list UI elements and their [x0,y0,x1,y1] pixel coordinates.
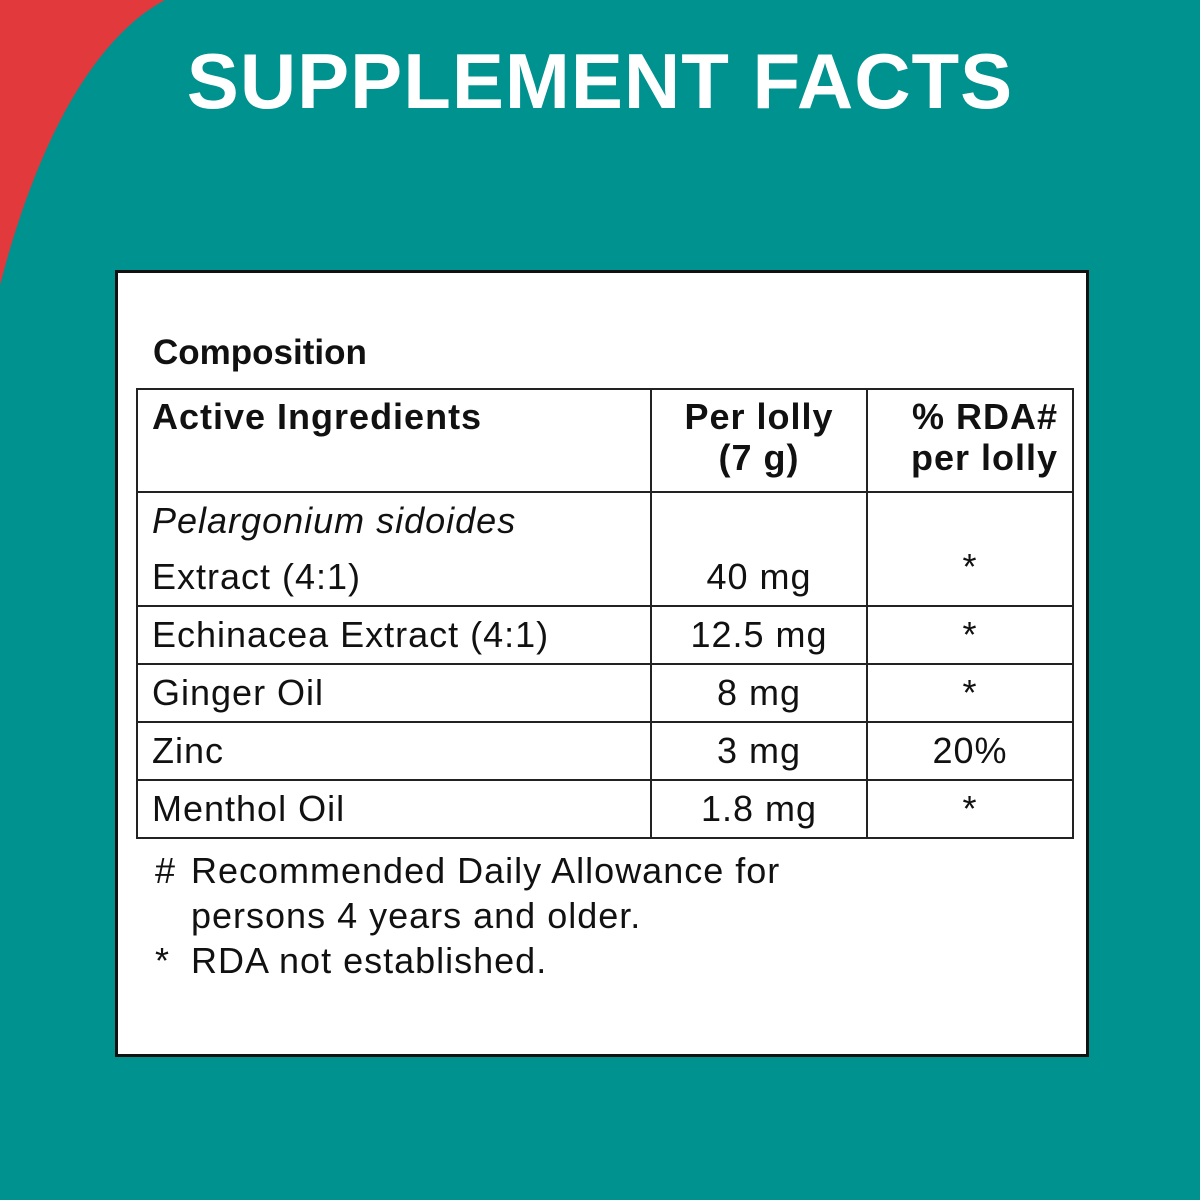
rda: * [866,605,1074,665]
title: SUPPLEMENT FACTS [186,37,1014,125]
row: Zinc 3 mg 20% [136,721,1074,781]
footnote: * RDA not established. [155,938,895,983]
cell: Pelargonium sidoides Extract (4:1) [136,491,652,607]
footnote-text: RDA not established. [191,940,548,981]
row: Echinacea Extract (4:1) 12.5 mg * [136,605,1074,665]
ingredient: Ginger Oil [136,663,652,723]
footnote-symbol: * [155,940,171,981]
rda: * [962,546,978,587]
latin-name: Pelargonium sidoides [152,500,517,541]
header-text: Active Ingredients [152,396,483,437]
header-cell: Per lolly (7 g) [650,388,868,493]
amount: 12.5 mg [650,605,868,665]
footnote: # Recommended Daily Allowance for persons… [155,848,895,938]
heading: Composition [153,333,367,372]
footnote-symbol: # [155,850,177,891]
ingredient: Extract (4:1) [152,556,362,597]
ingredient: Zinc [136,721,652,781]
composition-table: Active Ingredients Per lolly (7 g) % RDA#… [136,388,1074,839]
footnote-text: Recommended Daily Allowance for persons … [191,850,781,936]
header-text: Per lolly [684,396,834,437]
header-text: (7 g) [718,437,800,478]
amount: 8 mg [650,663,868,723]
header-cell: Active Ingredients [136,388,652,493]
header-text: % RDA# [911,396,1058,437]
rda: 20% [866,721,1074,781]
amount: 40 mg [706,556,812,597]
header-cell: % RDA# per lolly [866,388,1074,493]
row: Menthol Oil 1.8 mg * [136,779,1074,839]
rda: * [866,663,1074,723]
ingredient: Echinacea Extract (4:1) [136,605,652,665]
footnotes: # Recommended Daily Allowance for persons… [155,848,895,983]
header-text: per lolly [910,437,1058,478]
row: Pelargonium sidoides Extract (4:1) 40 mg … [136,491,1074,607]
cell: * [866,491,1074,607]
row: Ginger Oil 8 mg * [136,663,1074,723]
rda: * [866,779,1074,839]
facts-panel: Composition Active Ingredients Per lolly… [115,270,1089,1057]
cell: 40 mg [650,491,868,607]
amount: 1.8 mg [650,779,868,839]
ingredient: Menthol Oil [136,779,652,839]
header-row: Active Ingredients Per lolly (7 g) % RDA#… [136,388,1074,493]
amount: 3 mg [650,721,868,781]
